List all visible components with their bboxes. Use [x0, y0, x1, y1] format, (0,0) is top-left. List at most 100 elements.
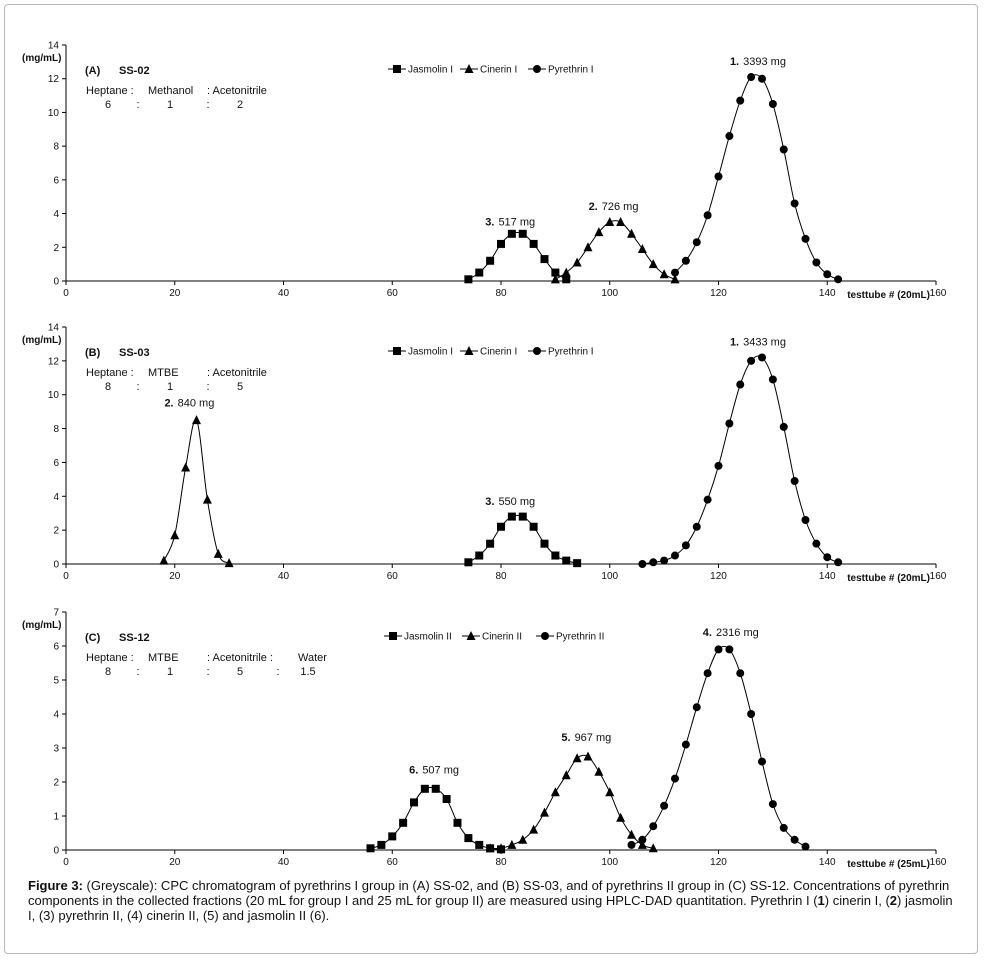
solvent-ratio: :	[136, 666, 139, 678]
y-tick-label: 12	[48, 356, 60, 367]
data-point	[518, 512, 527, 521]
data-point	[486, 256, 495, 265]
x-axis-label: testtube # (20mL)	[847, 573, 930, 584]
x-tick-label: 20	[169, 288, 181, 299]
data-point	[758, 757, 766, 766]
data-point	[475, 551, 484, 560]
solvent-ratio: 1.5	[300, 666, 315, 678]
series-line	[674, 74, 839, 280]
solvent-name: Water	[298, 652, 327, 664]
series-pyrethrin-i	[671, 73, 843, 284]
data-point	[714, 172, 723, 181]
figure-caption: Figure 3: (Greyscale): CPC chromatogram …	[28, 878, 963, 923]
x-tick-label: 100	[601, 857, 618, 868]
solvent-ratio: 2	[237, 99, 243, 111]
legend-marker	[464, 64, 474, 73]
y-tick-label: 2	[53, 778, 59, 789]
legend-label: Cinerin II	[482, 632, 522, 643]
data-point	[224, 558, 234, 568]
caption-part-3: 2	[889, 893, 898, 908]
data-point	[213, 548, 223, 558]
legend-marker	[393, 347, 401, 355]
data-point	[464, 558, 473, 567]
caption-text: (Greyscale): CPC chromatogram of pyrethr…	[28, 878, 950, 908]
solvent-name: MTBE	[148, 652, 179, 664]
data-point	[703, 669, 712, 678]
data-point	[648, 259, 658, 269]
data-point	[801, 842, 810, 851]
x-tick-label: 40	[278, 857, 290, 868]
peak-number: 5.	[561, 732, 570, 744]
solvent-ratio: 1	[167, 381, 173, 393]
x-tick-label: 60	[387, 288, 399, 299]
data-point	[594, 766, 604, 776]
data-point	[660, 801, 669, 810]
peak-number: 1.	[730, 56, 739, 68]
data-point	[377, 840, 386, 849]
data-point	[812, 258, 821, 267]
solvent-name: : Acetonitrile :	[207, 652, 273, 664]
data-point	[681, 541, 690, 550]
data-point	[594, 227, 604, 237]
data-point	[725, 419, 734, 428]
data-point	[671, 774, 679, 783]
x-tick-label: 120	[710, 571, 727, 582]
figure-frame	[4, 4, 978, 954]
solvent-name: Methanol	[148, 85, 193, 97]
data-point	[464, 275, 473, 284]
data-point	[736, 669, 745, 678]
x-tick-label: 60	[387, 857, 399, 868]
data-point	[714, 461, 723, 470]
data-point	[420, 784, 429, 793]
data-point	[736, 380, 745, 389]
data-point	[507, 229, 516, 238]
y-tick-label: 8	[53, 142, 59, 153]
data-point	[790, 477, 799, 486]
y-tick-label: 4	[53, 209, 59, 220]
y-tick-label: 14	[48, 323, 60, 334]
data-point	[649, 558, 658, 567]
x-tick-label: 40	[278, 288, 290, 299]
data-point	[725, 132, 734, 141]
data-point	[202, 494, 212, 504]
x-tick-label: 40	[278, 571, 290, 582]
data-point	[551, 268, 560, 277]
peak-annotation: 1. 3393 mg	[730, 56, 786, 68]
peak-mass: 726 mg	[602, 201, 639, 213]
data-point	[170, 530, 180, 540]
data-point	[507, 839, 517, 849]
data-point	[638, 560, 647, 568]
data-point	[627, 829, 636, 839]
x-tick-label: 0	[63, 857, 69, 868]
y-tick-label: 2	[53, 526, 59, 537]
data-point	[747, 710, 756, 718]
data-point	[431, 784, 440, 793]
legend-entry: Jasmolin II	[384, 632, 452, 643]
data-point	[181, 462, 191, 472]
legend-label: Jasmolin I	[408, 347, 453, 358]
data-point	[758, 74, 766, 83]
data-point	[410, 798, 418, 807]
x-tick-label: 80	[495, 571, 507, 582]
legend-label: Pyrethrin II	[556, 632, 604, 643]
data-point	[399, 818, 408, 827]
series-cinerin-ii	[485, 751, 658, 853]
data-point	[562, 556, 571, 565]
legend-entry: Jasmolin I	[388, 65, 453, 76]
legend-marker	[389, 632, 397, 640]
peak-number: 1.	[730, 337, 739, 349]
data-point	[616, 812, 626, 822]
data-point	[497, 239, 505, 248]
legend-marker	[541, 632, 549, 640]
legend-label: Cinerin I	[480, 347, 517, 358]
data-point	[790, 835, 799, 844]
x-tick-label: 0	[63, 288, 69, 299]
solvent-ratio: 1	[167, 99, 173, 111]
data-point	[583, 242, 593, 252]
caption-part-1: 1	[817, 893, 825, 908]
caption-part-4: ) jasmolin I, (3) pyrethrin II, (4) cine…	[28, 893, 953, 923]
peak-annotation: 6. 507 mg	[409, 765, 459, 777]
data-point	[561, 267, 571, 277]
series-pyrethrin-i	[638, 353, 843, 568]
